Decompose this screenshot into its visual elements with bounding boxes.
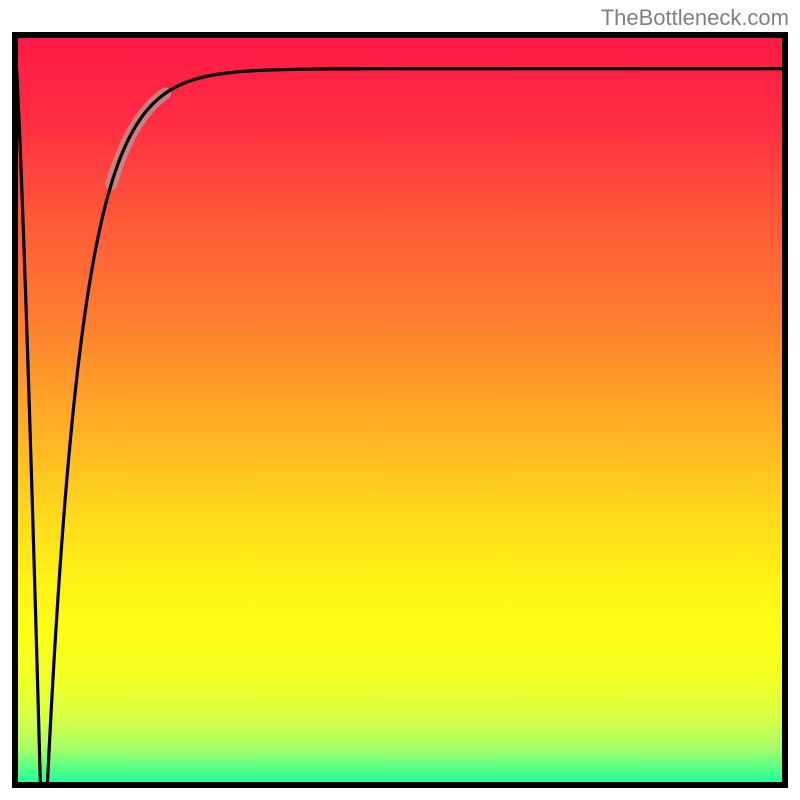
chart-svg <box>0 0 800 800</box>
watermark-label: TheBottleneck.com <box>601 5 789 31</box>
chart-container: TheBottleneck.com <box>0 0 800 800</box>
